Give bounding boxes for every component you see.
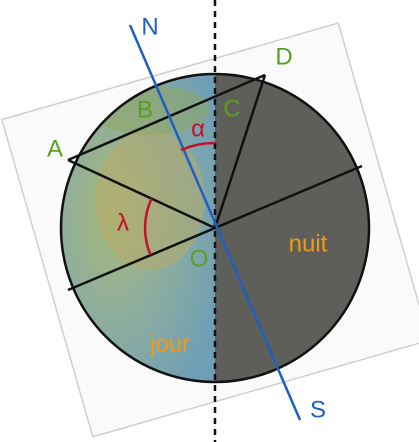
lambda-arc: [143, 198, 153, 256]
angle-label: α: [191, 115, 205, 142]
angle-label: λ: [117, 209, 129, 236]
point-label: C: [223, 95, 240, 122]
north-label: N: [141, 13, 158, 40]
point-label: O: [190, 245, 209, 272]
region-label: nuit: [289, 230, 328, 257]
globe-outline: [59, 72, 371, 384]
region-label: jour: [149, 330, 190, 357]
alpha-arc: [180, 141, 216, 152]
point-label: B: [137, 96, 153, 123]
point-label: A: [47, 135, 63, 162]
south-label: S: [310, 396, 326, 423]
construction-lines: [67, 73, 363, 292]
rotation-axis: [128, 24, 302, 421]
point-label: D: [275, 43, 292, 70]
